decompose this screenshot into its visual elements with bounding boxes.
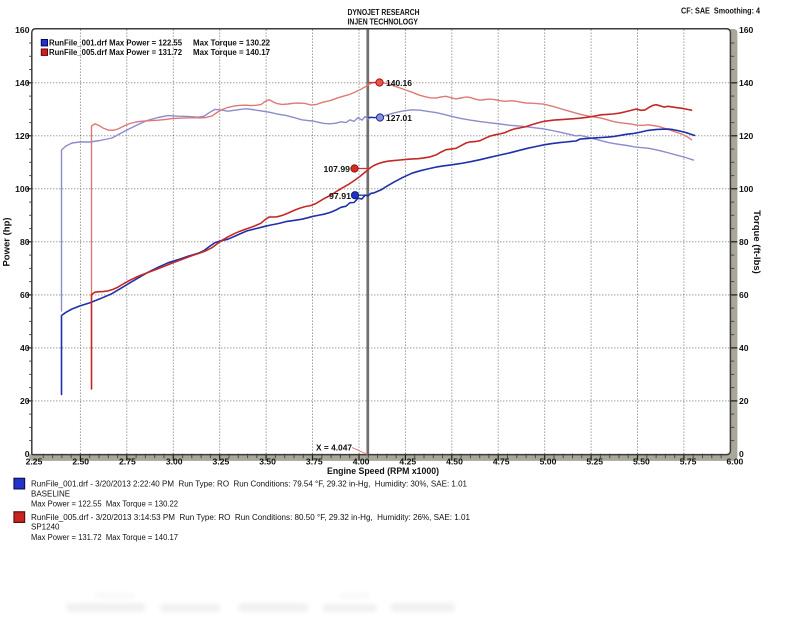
- svg-text:INJEN TECHNOLOGY: INJEN TECHNOLOGY: [348, 18, 419, 27]
- svg-text:2.50: 2.50: [72, 457, 89, 467]
- svg-text:4.50: 4.50: [446, 457, 463, 467]
- svg-text:4.75: 4.75: [493, 457, 510, 467]
- svg-text:2.25: 2.25: [26, 457, 43, 467]
- svg-text:X = 4.047: X = 4.047: [316, 442, 352, 452]
- svg-text:160: 160: [739, 25, 754, 35]
- svg-text:127.01: 127.01: [386, 113, 412, 123]
- svg-text:3.75: 3.75: [306, 457, 323, 467]
- svg-text:140.16: 140.16: [386, 78, 412, 88]
- svg-text:100: 100: [15, 184, 30, 194]
- svg-text:RunFile_005.drf - 3/20/2013 3:: RunFile_005.drf - 3/20/2013 3:14:53 PM R…: [31, 513, 471, 522]
- svg-text:4.00: 4.00: [353, 457, 370, 467]
- svg-text:40: 40: [20, 343, 30, 353]
- svg-text:Max Power = 131.72 Max Torque: Max Power = 131.72 Max Torque = 140.17: [31, 533, 179, 542]
- svg-text:20: 20: [20, 396, 30, 406]
- svg-text:5.00: 5.00: [540, 457, 557, 467]
- svg-text:BASELINE: BASELINE: [31, 489, 70, 498]
- svg-text:6.00: 6.00: [727, 457, 744, 467]
- svg-text:40: 40: [739, 343, 749, 353]
- svg-text:5.50: 5.50: [633, 457, 650, 467]
- svg-text:Power (hp): Power (hp): [2, 217, 13, 266]
- svg-text:Max Power = 122.55 Max Torque: Max Power = 122.55 Max Torque = 130.22: [31, 500, 179, 509]
- svg-text:0: 0: [739, 449, 744, 459]
- svg-text:RunFile_005.drf Max Power = 13: RunFile_005.drf Max Power = 131.72: [49, 48, 183, 57]
- svg-text:107.99: 107.99: [324, 164, 351, 174]
- svg-text:Max Torque = 130.22: Max Torque = 130.22: [193, 38, 271, 47]
- svg-text:20: 20: [739, 396, 749, 406]
- svg-text:100: 100: [739, 184, 754, 194]
- svg-text:Engine Speed (RPM x1000): Engine Speed (RPM x1000): [327, 466, 439, 476]
- svg-text:2.75: 2.75: [119, 457, 136, 467]
- svg-text:SP1240: SP1240: [31, 523, 60, 532]
- svg-text:3.50: 3.50: [259, 457, 276, 467]
- svg-text:RunFile_001.drf - 3/20/2013 2:: RunFile_001.drf - 3/20/2013 2:22:40 PM R…: [31, 480, 468, 489]
- svg-text:3.25: 3.25: [213, 457, 230, 467]
- svg-text:160: 160: [15, 25, 30, 35]
- svg-text:97.91: 97.91: [329, 191, 351, 201]
- svg-text:140: 140: [15, 78, 30, 88]
- svg-text:60: 60: [20, 290, 30, 300]
- svg-text:RunFile_001.drf Max Power = 12: RunFile_001.drf Max Power = 122.55: [49, 38, 183, 47]
- svg-text:DYNOJET RESEARCH: DYNOJET RESEARCH: [348, 8, 420, 17]
- svg-text:Max Torque = 140.17: Max Torque = 140.17: [193, 48, 271, 57]
- svg-text:5.75: 5.75: [680, 457, 697, 467]
- svg-text:4.25: 4.25: [399, 457, 416, 467]
- svg-text:60: 60: [739, 290, 749, 300]
- svg-text:CF: SAE Smoothing: 4: CF: SAE Smoothing: 4: [681, 7, 760, 16]
- svg-text:0: 0: [25, 449, 30, 459]
- svg-text:120: 120: [739, 131, 754, 141]
- svg-text:120: 120: [15, 131, 30, 141]
- svg-text:80: 80: [739, 237, 749, 247]
- svg-text:Torque (ft-lbs): Torque (ft-lbs): [751, 210, 762, 274]
- svg-text:3.00: 3.00: [166, 457, 183, 467]
- svg-text:5.25: 5.25: [586, 457, 603, 467]
- svg-text:140: 140: [739, 78, 754, 88]
- svg-text:80: 80: [20, 237, 30, 247]
